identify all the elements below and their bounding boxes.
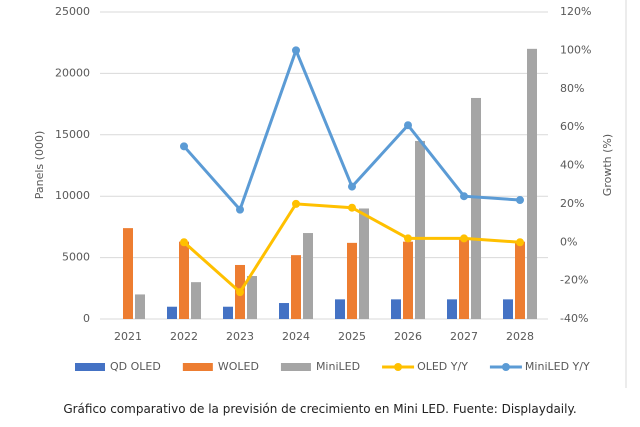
bar	[391, 299, 401, 319]
point	[292, 199, 300, 208]
legend-label: OLED Y/Y	[417, 360, 468, 373]
legend-label: QD OLED	[110, 360, 161, 373]
point	[180, 142, 188, 151]
bar	[135, 294, 145, 319]
y2-tick-label: 0%	[560, 235, 577, 248]
y-tick-label: 5000	[62, 251, 90, 264]
y2-axis-title: Growth (%)	[601, 134, 614, 196]
legend-label: WOLED	[218, 360, 259, 373]
chart: Panels (000) Growth (%) 0 5000 10000 15000 2…	[33, 0, 627, 388]
bar	[359, 208, 369, 319]
bar	[303, 233, 313, 319]
point	[516, 238, 524, 247]
point	[348, 203, 356, 212]
bar	[247, 276, 257, 319]
y2-tick-label: 20%	[560, 197, 584, 210]
bar	[335, 299, 345, 319]
bar	[167, 306, 177, 319]
bar	[179, 241, 189, 319]
y2-tick-label: 100%	[560, 43, 591, 56]
legend-label: MiniLED	[316, 360, 360, 373]
bar	[191, 282, 201, 319]
point	[460, 192, 468, 201]
bar	[291, 255, 301, 319]
y-tick-label: 15000	[55, 128, 90, 141]
point	[348, 182, 356, 191]
legend-swatch	[75, 363, 105, 371]
y2-tick-label: 120%	[560, 5, 591, 18]
point	[292, 46, 300, 55]
bar	[403, 241, 413, 319]
bar	[223, 306, 233, 319]
y2-tick-label: -20%	[560, 274, 588, 287]
x-tick-label: 2023	[226, 330, 254, 343]
bar	[347, 242, 357, 319]
x-tick-label: 2028	[506, 330, 534, 343]
legend-swatch	[182, 363, 213, 371]
bar	[515, 241, 525, 319]
y-tick-label: 25000	[55, 5, 90, 18]
x-tick-label: 2024	[282, 330, 310, 343]
x-tick-label: 2027	[450, 330, 478, 343]
point	[460, 234, 468, 243]
bar	[503, 299, 513, 319]
bar	[471, 97, 481, 320]
y-tick-label: 0	[83, 312, 90, 325]
point	[516, 196, 524, 205]
point	[236, 205, 244, 214]
x-tick-label: 2022	[170, 330, 198, 343]
y2-tick-label: 80%	[560, 82, 584, 95]
point	[180, 238, 188, 247]
y-tick-label: 20000	[55, 66, 90, 79]
caption: Gráfico comparativo de la previsión de c…	[63, 402, 577, 416]
bar	[415, 140, 425, 319]
point	[236, 288, 244, 297]
y2-tick-label: 40%	[560, 159, 584, 172]
x-tick-label: 2021	[114, 330, 142, 343]
x-tick-label: 2025	[338, 330, 366, 343]
bar	[123, 228, 133, 319]
y2-tick-label: 60%	[560, 120, 584, 133]
bar	[447, 299, 457, 319]
bar	[459, 239, 469, 319]
y-tick-label: 10000	[55, 189, 90, 202]
legend-swatch	[394, 363, 403, 371]
legend-swatch	[501, 363, 510, 371]
legend-swatch	[280, 363, 311, 371]
point	[404, 121, 412, 130]
y-axis-title: Panels (000)	[33, 131, 46, 199]
legend-label: MiniLED Y/Y	[525, 360, 590, 373]
y2-tick-label: -40%	[560, 312, 588, 325]
bar	[279, 303, 289, 319]
x-tick-label: 2026	[394, 330, 422, 343]
bar	[527, 48, 537, 320]
point	[404, 234, 412, 243]
